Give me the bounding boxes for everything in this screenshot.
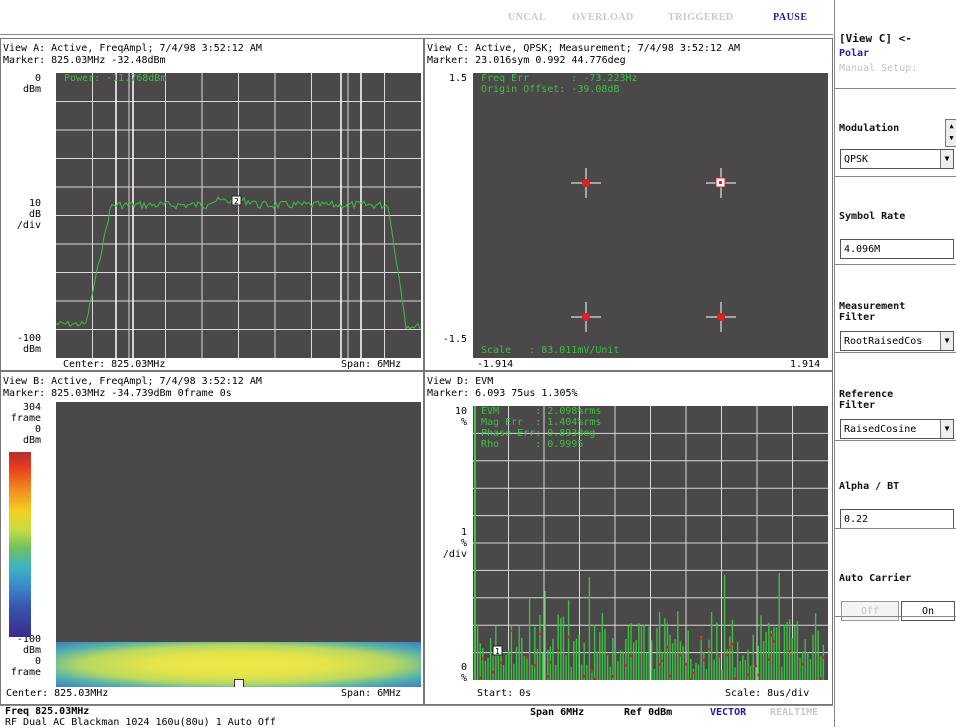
view-a-power: Power: -11.768dBm [64,73,167,84]
view-d-evm-plot[interactable]: 1 EVM : 2.098%rms Mag Err : 1.404%rms Phas… [473,406,828,680]
symbol-rate-label: Symbol Rate [839,211,906,222]
view-c-header: View C: Active, QPSK; Measurement; 7/4/9… [427,43,741,54]
view-c-readout: Freq Err : -73.223Hz Origin Offset: -39.0… [481,73,638,95]
view-b-ytop: 304 frame 0 dBm [10,402,41,446]
view-c-scale: Scale : 83.011mV/Unit [481,345,620,356]
ref-filter-section: Reference Filter RaisedCosine ▼ [835,352,956,441]
overload-indicator: OVERLOAD [572,12,634,23]
view-c-pane[interactable]: View C: Active, QPSK; Measurement; 7/4/9… [424,38,833,371]
view-d-ybot: 0% [460,662,467,684]
footer-span[interactable]: Span 6MHz [530,707,585,718]
view-d-ytop: 10% [454,406,467,428]
view-d-evm-svg: 1 [473,406,828,680]
view-a-plot[interactable]: 2 Power: -11.768dBm [56,73,421,358]
view-d-marker-tag: 1 [495,647,500,656]
modulation-label: Modulation [839,123,900,134]
footer-info: RF Dual AC Blackman 1024 160u(80u) 1 Aut… [5,717,276,728]
view-title[interactable]: [View C] <- [839,32,912,45]
auto-carrier-label: Auto Carrier [839,573,912,584]
view-d-ymid: 1%/div [442,527,467,560]
pause-indicator[interactable]: PAUSE [773,12,808,23]
view-a-marker-tag: 2 [234,197,239,206]
symbol-rate-section: Symbol Rate 4.096M [835,176,956,265]
view-d-scale: Scale: 8us/div [725,688,810,699]
view-d-marker: Marker: 6.093 75us 1.305% [427,388,578,399]
view-a-header: View A: Active, FreqAmpl; 7/4/98 3:52:12… [3,43,262,54]
modulation-section: Modulation ▲ ▼ QPSK ▼ [835,88,956,177]
view-c-marker: Marker: 23.016sym 0.992 44.776deg [427,55,626,66]
meas-filter-select[interactable]: RootRaisedCos ▼ [840,331,954,351]
status-bar: UNCAL OVERLOAD TRIGGERED PAUSE [0,0,833,35]
view-b-ybot: -100 dBm 0 frame [10,634,41,678]
view-a-ytop: 0 dBm [22,73,41,95]
view-a-marker: Marker: 825.03MHz -32.48dBm [3,55,166,66]
ref-filter-select[interactable]: RaisedCosine ▼ [840,419,954,439]
view-a-ymid: 10 dB/div [16,198,41,231]
view-c-xright: 1.914 [790,359,821,370]
view-b-marker: Marker: 825.03MHz -34.739dBm 0frame 0s [3,388,232,399]
footer-freq[interactable]: Freq 825.03MHz [5,706,90,717]
chevron-down-icon[interactable]: ▼ [940,420,953,438]
footer-vector[interactable]: VECTOR [710,707,747,718]
constellation-point [582,313,590,321]
view-a-spectrum-svg: 2 [56,73,421,358]
triggered-indicator: TRIGGERED [668,12,734,23]
view-selector-section[interactable]: [View C] <- Polar Manual Setup: [835,0,956,88]
view-a-pane[interactable]: View A: Active, FreqAmpl; 7/4/98 3:52:12… [0,38,424,371]
view-b-header: View B: Active, FreqAmpl; 7/4/98 3:52:12… [3,376,262,387]
meas-filter-label: Measurement Filter [839,301,906,323]
view-b-colorbar [9,452,31,637]
view-b-center: Center: 825.03MHz [6,688,109,699]
view-d-pane[interactable]: View D: EVM Marker: 6.093 75us 1.305% 10… [424,371,833,705]
view-a-span: Span: 6MHz [341,359,402,370]
polar-softkey[interactable]: Polar [839,48,870,59]
view-c-xleft: -1.914 [477,359,514,370]
auto-carrier-section: Auto Carrier Off On [835,528,956,621]
footer-realtime[interactable]: REALTIME [770,707,819,718]
empty-softkey-section [835,616,956,705]
chevron-down-icon[interactable]: ▼ [940,150,953,168]
symbol-rate-input[interactable]: 4.096M [840,239,954,259]
view-b-span: Span: 6MHz [341,688,402,699]
ref-filter-label: Reference Filter [839,389,894,411]
view-c-ybot: -1.5 [442,334,467,345]
view-d-readout: EVM : 2.098%rms Mag Err : 1.404%rms Phase … [481,406,602,450]
view-a-center: Center: 825.03MHz [63,359,166,370]
constellation-point [717,313,725,321]
view-d-header: View D: EVM [427,376,494,387]
alpha-section: Alpha / BT 0.22 [835,440,956,529]
meas-filter-section: Measurement Filter RootRaisedCos ▼ [835,264,956,353]
view-b-spectrogram[interactable] [56,402,421,687]
chevron-down-icon[interactable]: ▼ [940,332,953,350]
manual-setup-label: Manual Setup: [839,63,918,74]
softkey-panel: [View C] <- Polar Manual Setup: Modulati… [834,0,956,727]
view-b-pane[interactable]: View B: Active, FreqAmpl; 7/4/98 3:52:12… [0,371,424,705]
modulation-select[interactable]: QPSK ▼ [840,149,954,169]
alpha-label: Alpha / BT [839,481,900,492]
footer-ref[interactable]: Ref 0dBm [624,707,673,718]
view-c-constellation-svg [571,168,736,332]
alpha-input[interactable]: 0.22 [840,509,954,529]
view-c-ytop: 1.5 [448,73,467,84]
view-b-marker-box [234,679,244,687]
view-a-ybot: -100 dBm [16,333,41,355]
view-c-constellation[interactable]: Freq Err : -73.223Hz Origin Offset: -39.0… [473,73,828,358]
modulation-spin-icon[interactable]: ▲ ▼ [945,119,956,147]
uncal-indicator: UNCAL [508,12,547,23]
footer-bar: Freq 825.03MHz RF Dual AC Blackman 1024 … [0,705,833,728]
view-d-start: Start: 0s [477,688,532,699]
constellation-point [582,179,590,187]
